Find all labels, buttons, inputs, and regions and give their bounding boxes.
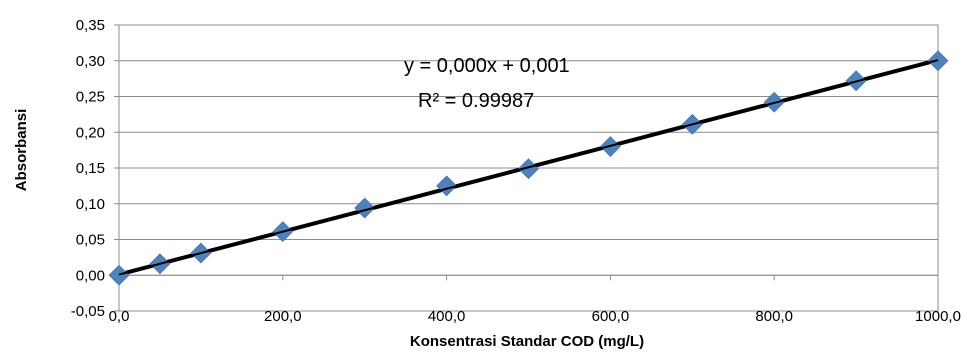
x-tick-label: 200,0 — [264, 308, 302, 325]
y-tick-label: 0,25 — [76, 89, 105, 106]
y-tick-label: 0,05 — [76, 232, 105, 249]
x-tick-label: 0,0 — [109, 308, 130, 325]
y-tick-label: 0,00 — [76, 267, 105, 284]
x-axis-title: Konsentrasi Standar COD (mg/L) — [410, 333, 644, 350]
x-tick-label: 800,0 — [755, 308, 793, 325]
y-tick-label: 0,10 — [76, 196, 105, 213]
axes — [114, 24, 939, 312]
y-tick-label: 0,35 — [76, 17, 105, 34]
y-tick-label: 0,15 — [76, 160, 105, 177]
r-squared-label: R² = 0.99987 — [418, 90, 534, 112]
x-tick-label: 400,0 — [428, 308, 466, 325]
x-tick-label: 600,0 — [592, 308, 630, 325]
tick-labels: -0,05 0,00 0,05 0,10 0,15 0,20 0,25 0,30 0,35 0,0… — [71, 17, 961, 325]
trendline-equation: y = 0,000x + 0,001 — [404, 55, 570, 77]
data-point — [108, 264, 130, 286]
trendline-overlay — [118, 59, 939, 276]
y-axis-title: Absorbansi — [13, 109, 30, 192]
x-tick-label: 1000,0 — [915, 308, 961, 325]
y-tick-label: 0,20 — [76, 124, 105, 141]
y-tick-label: -0,05 — [71, 303, 105, 320]
data-points — [108, 50, 949, 286]
y-tick-label: 0,30 — [76, 53, 105, 70]
data-point — [354, 197, 376, 219]
